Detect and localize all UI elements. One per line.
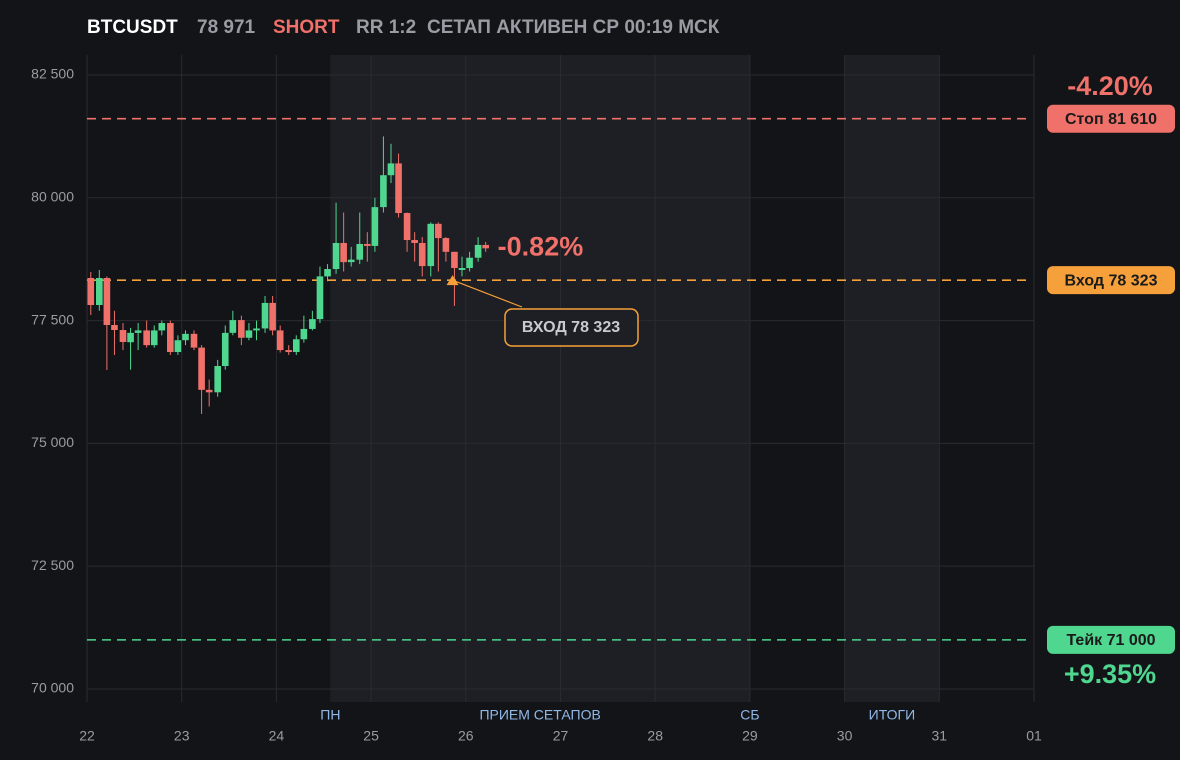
x-tick-label: 28: [647, 728, 663, 744]
candle-body: [221, 332, 229, 367]
symbol: BTCUSDT: [87, 17, 178, 38]
candle-body: [95, 278, 103, 306]
candle-body: [167, 323, 174, 353]
candle-body: [190, 333, 198, 348]
candle-body: [442, 238, 450, 252]
candle-body: [119, 330, 127, 343]
y-tick-label: 80 000: [31, 188, 74, 204]
level-label: Вход 78 323: [1065, 272, 1158, 289]
candle-body: [332, 242, 340, 270]
candle-body: [451, 251, 458, 269]
status: СЕТАП АКТИВЕН СР 00:19 МСК: [427, 17, 720, 38]
candle-body: [395, 163, 402, 214]
region-label: ИТОГИ: [869, 707, 916, 723]
x-tick-label: 31: [932, 728, 948, 744]
level-badge: [1047, 625, 1175, 654]
candle-body: [229, 320, 237, 333]
candle-body: [466, 257, 473, 269]
annotation-connector: [452, 279, 523, 308]
candle-body: [253, 328, 260, 331]
candle-body: [245, 330, 253, 338]
candle-body: [238, 320, 245, 338]
candle-body: [474, 244, 482, 258]
candle-body: [111, 325, 118, 331]
region-start-label: ПН: [320, 707, 340, 723]
candle-body: [158, 323, 166, 331]
x-tick-label: 23: [174, 728, 190, 744]
current-change: -0.82%: [498, 231, 584, 261]
candle-body: [418, 242, 426, 267]
x-tick-label: 30: [837, 728, 853, 744]
candle-body: [292, 339, 300, 353]
x-tick-label: 25: [363, 728, 379, 744]
candle-body: [174, 340, 182, 353]
x-tick-label: 24: [269, 728, 285, 744]
candle-body: [363, 243, 371, 246]
candle-body: [143, 330, 150, 346]
candle-body: [411, 240, 418, 243]
session-region: [844, 55, 940, 702]
candle-body: [285, 350, 293, 353]
x-tick-label: 27: [553, 728, 569, 744]
candle-body: [127, 332, 134, 343]
candle-body: [403, 213, 411, 241]
y-tick-label: 82 500: [31, 66, 74, 82]
candle-body: [387, 163, 395, 176]
level-badge: [1047, 104, 1175, 133]
risk-reward: RR 1:2: [356, 17, 416, 38]
session-region: [330, 55, 750, 702]
level-label: Тейк 71 000: [1066, 632, 1155, 649]
annotation-label: ВХОД 78 323: [522, 319, 620, 336]
candle-body: [340, 242, 347, 263]
y-tick-label: 70 000: [31, 680, 74, 696]
candle-body: [371, 207, 379, 246]
x-tick-label: 26: [458, 728, 474, 744]
candle-body: [380, 175, 387, 208]
candle-body: [427, 223, 435, 267]
candle-body: [182, 333, 189, 341]
candle-body: [103, 278, 111, 326]
candle-body: [356, 243, 364, 260]
level-change: +9.35%: [1064, 659, 1156, 689]
level-label: Стоп 81 610: [1065, 111, 1157, 128]
y-tick-label: 77 500: [31, 311, 74, 327]
candle-body: [435, 223, 442, 239]
level-change: -4.20%: [1067, 71, 1153, 101]
candle-body: [134, 330, 142, 333]
entry-marker: [446, 275, 459, 286]
price: 78 971: [197, 17, 256, 38]
candle-body: [198, 347, 205, 390]
candle-body: [324, 269, 331, 277]
annotation-box: [504, 308, 639, 347]
candle-body: [300, 328, 308, 340]
side: SHORT: [273, 17, 340, 38]
candle-body: [347, 259, 355, 263]
candle-body: [482, 244, 490, 249]
region-label: ПРИЕМ СЕТАПОВ: [479, 707, 600, 723]
y-tick-label: 75 000: [31, 434, 74, 450]
x-tick-label: 01: [1026, 728, 1042, 744]
candle-body: [316, 276, 324, 320]
candle-body: [276, 330, 284, 351]
candle-body: [205, 389, 213, 393]
level-badge: [1047, 266, 1175, 295]
x-tick-label: 22: [79, 728, 95, 744]
candle-body: [261, 302, 269, 329]
candle-body: [87, 278, 95, 306]
candle-body: [309, 319, 316, 329]
x-tick-label: 29: [742, 728, 758, 744]
region-end-label: СБ: [740, 707, 759, 723]
candle-body: [458, 268, 466, 270]
candle-body: [150, 330, 158, 346]
candle-body: [214, 366, 222, 393]
candle-body: [269, 302, 276, 331]
y-tick-label: 72 500: [31, 557, 74, 573]
